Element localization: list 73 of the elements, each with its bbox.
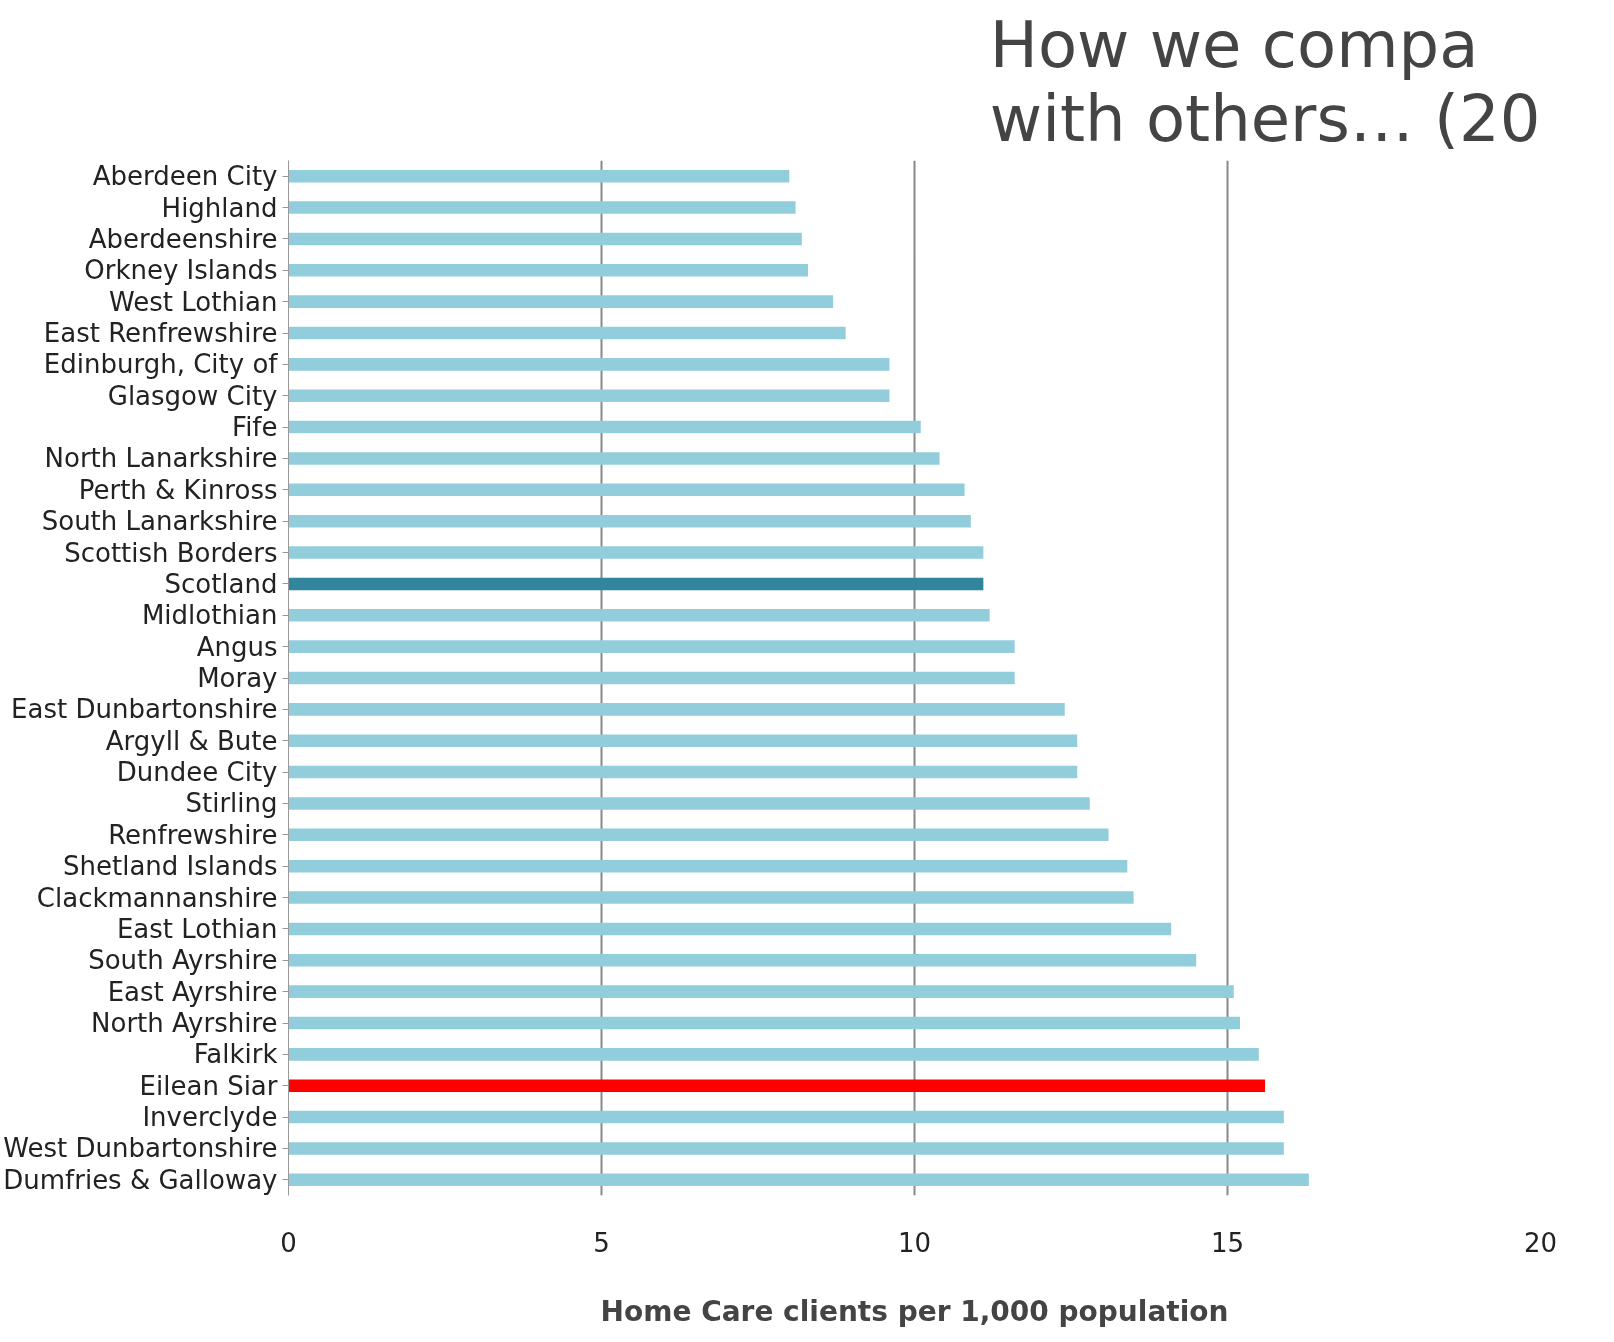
y-tick-label: North Ayrshire: [91, 1008, 278, 1038]
y-tick-label: East Dunbartonshire: [11, 694, 278, 725]
y-tick-label: East Ayrshire: [107, 976, 278, 1007]
bar: [288, 577, 984, 591]
bar: [288, 514, 971, 528]
bar: [288, 954, 1197, 967]
y-tick-label: North Lanarkshire: [44, 443, 278, 474]
y-tick-label: West Lothian: [109, 286, 278, 317]
y-tick-label: Orkney Islands: [84, 255, 278, 286]
y-tick-label: Midlothian: [141, 600, 278, 631]
y-tick-label: Eilean Siar: [139, 1070, 278, 1101]
y-tick-label: Highland: [161, 192, 278, 223]
bar: [288, 1048, 1259, 1061]
bar: [288, 640, 1015, 653]
chart-title: How we compa with others… (20: [989, 7, 1541, 156]
bar: [288, 1173, 1309, 1187]
y-tick-label: Aberdeenshire: [88, 223, 278, 254]
bar: [288, 389, 890, 402]
bar: [288, 828, 1109, 842]
x-tick-label: 10: [897, 1227, 932, 1258]
bar: [288, 358, 890, 371]
y-tick-label: Renfrewshire: [108, 819, 278, 850]
y-tick-label: Moray: [197, 663, 278, 693]
bar: [288, 765, 1078, 779]
y-tick-label: West Dunbartonshire: [3, 1133, 278, 1164]
y-tick-label: Dundee City: [116, 757, 278, 788]
y-tick-label: East Lothian: [116, 913, 278, 944]
y-tick-label: Glasgow City: [107, 380, 278, 411]
bar: [288, 1016, 1241, 1030]
bar: [288, 797, 1090, 810]
bar: [288, 546, 984, 559]
bar: [288, 169, 790, 183]
y-tick-label: Inverclyde: [142, 1102, 278, 1133]
y-tick-label: Aberdeen City: [92, 161, 278, 192]
bar: [288, 703, 1065, 716]
y-tick-label: Shetland Islands: [63, 851, 278, 882]
bar: [288, 985, 1234, 998]
bar: [288, 201, 796, 214]
bar: [288, 609, 990, 622]
bar: [288, 420, 921, 434]
bar: [288, 671, 1015, 685]
bar: [288, 264, 809, 277]
y-tick-label: Angus: [196, 631, 278, 662]
bar: [288, 232, 802, 246]
y-tick-label: Dumfries & Galloway: [3, 1164, 278, 1195]
bar: [288, 452, 940, 465]
bar: [288, 1079, 1266, 1092]
y-tick-label: Argyll & Bute: [105, 725, 278, 756]
bar: [288, 859, 1128, 873]
bar: [288, 1142, 1284, 1155]
y-tick-label: South Lanarkshire: [41, 506, 278, 537]
y-tick-label: Scotland: [164, 568, 278, 599]
bar: [288, 326, 846, 340]
bar: [288, 922, 1172, 936]
y-tick-label: South Ayrshire: [88, 945, 278, 976]
y-tick-label: Perth & Kinross: [78, 474, 278, 505]
bar: [288, 891, 1134, 904]
y-tick-label: Edinburgh, City of: [43, 349, 279, 380]
x-tick-label: 5: [593, 1227, 610, 1258]
x-axis-title: Home Care clients per 1,000 population: [600, 1294, 1229, 1328]
bar: [288, 734, 1078, 747]
y-tick-label: Fife: [232, 412, 278, 443]
y-tick-label: East Renfrewshire: [43, 318, 278, 348]
bar: [288, 1110, 1284, 1124]
y-tick-label: Clackmannanshire: [36, 882, 278, 913]
y-tick-label: Stirling: [185, 788, 278, 819]
bar: [288, 483, 965, 497]
bar: [288, 295, 834, 308]
y-tick-label: Falkirk: [193, 1039, 278, 1070]
x-tick-label: 20: [1523, 1227, 1558, 1258]
y-tick-label: Scottish Borders: [64, 537, 278, 568]
x-tick-label: 0: [280, 1227, 297, 1258]
x-tick-label: 15: [1210, 1227, 1245, 1258]
